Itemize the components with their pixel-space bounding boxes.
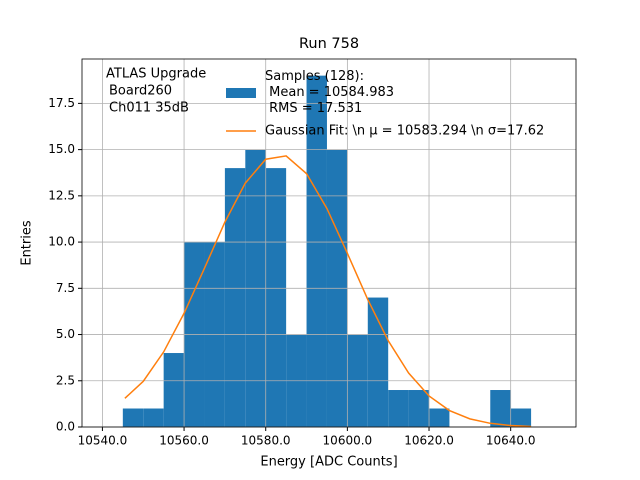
- bar: [143, 408, 164, 427]
- bar: [163, 353, 185, 427]
- bar: [490, 390, 511, 427]
- bar: [388, 390, 409, 427]
- y-tick-label: 12.5: [48, 188, 75, 202]
- y-tick-label: 2.5: [56, 373, 75, 387]
- x-tick-label: 10640.0: [486, 434, 536, 448]
- y-tick-label: 7.5: [56, 281, 75, 295]
- x-tick-label: 10580.0: [241, 434, 291, 448]
- annotation: Board260: [109, 84, 172, 99]
- bar: [265, 168, 287, 427]
- annotation: Ch011 35dB: [109, 101, 189, 116]
- x-tick-label: 10600.0: [323, 434, 373, 448]
- bar: [408, 390, 430, 427]
- chart-title: Run 758: [299, 36, 359, 52]
- annotation: ATLAS Upgrade: [106, 67, 206, 82]
- y-tick-label: 17.5: [48, 96, 75, 110]
- y-axis-label: Entries: [20, 220, 35, 266]
- x-tick-label: 10620.0: [404, 434, 454, 448]
- fit-line: [124, 155, 532, 428]
- y-tick-label: 10.0: [48, 235, 75, 249]
- x-tick-label: 10540.0: [78, 434, 128, 448]
- bar: [429, 408, 450, 427]
- y-tick-label: 0.0: [56, 420, 75, 434]
- x-axis-label: Energy [ADC Counts]: [260, 455, 397, 470]
- y-tick-label: 5.0: [56, 327, 75, 341]
- x-tick-label: 10560.0: [159, 434, 209, 448]
- legend-label: Gaussian Fit: \n μ = 10583.294 \n σ=17.6…: [265, 124, 544, 139]
- legend-patch: [226, 88, 256, 98]
- bar: [224, 168, 246, 427]
- axes-frame: [81, 58, 577, 428]
- bar: [122, 408, 144, 427]
- legend-label: Samples (128): Mean = 10584.983 RMS = 17…: [265, 69, 394, 116]
- y-tick-label: 15.0: [48, 142, 75, 156]
- bar: [510, 408, 532, 427]
- bar: [367, 297, 389, 427]
- bar: [306, 75, 327, 427]
